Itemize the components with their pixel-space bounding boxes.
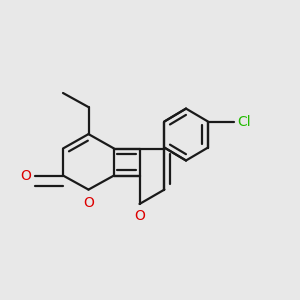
Text: O: O: [20, 169, 31, 182]
Text: Cl: Cl: [238, 115, 251, 128]
Text: O: O: [83, 196, 94, 210]
Text: O: O: [134, 209, 145, 224]
